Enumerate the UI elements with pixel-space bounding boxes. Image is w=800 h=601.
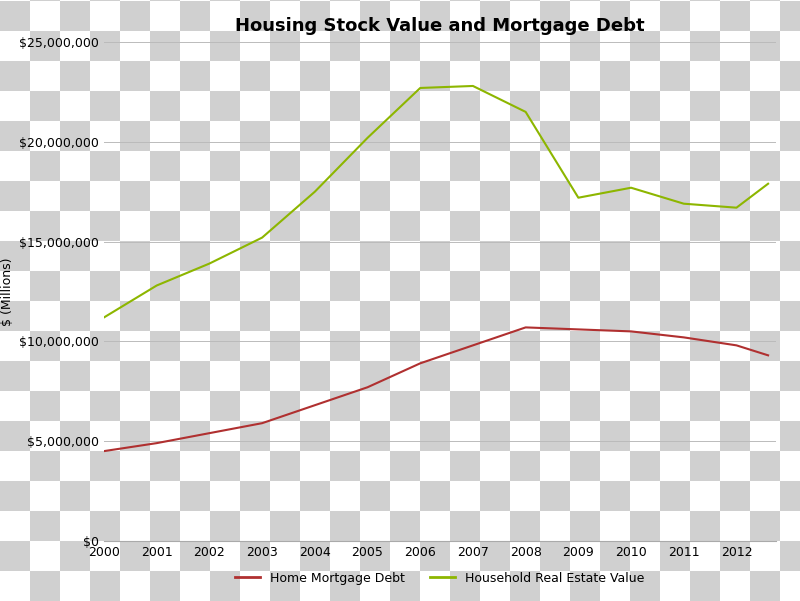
Title: Housing Stock Value and Mortgage Debt: Housing Stock Value and Mortgage Debt <box>235 17 645 35</box>
Legend: Home Mortgage Debt, Household Real Estate Value: Home Mortgage Debt, Household Real Estat… <box>230 567 650 590</box>
Y-axis label: $ (Millions): $ (Millions) <box>1 257 14 326</box>
